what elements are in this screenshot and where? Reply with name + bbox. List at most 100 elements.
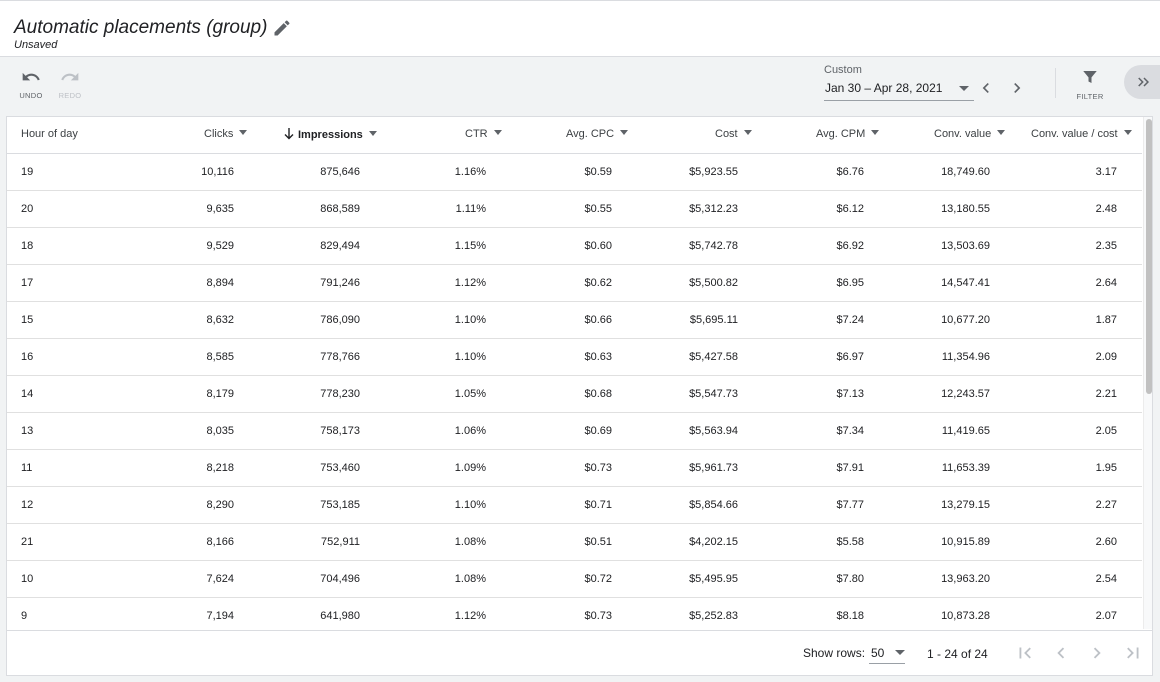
date-range-type: Custom [824, 64, 862, 76]
column-header-ctr[interactable]: CTR [465, 128, 502, 140]
date-range-select[interactable]: Jan 30 – Apr 28, 2021 [824, 79, 974, 101]
table-cell: 8,290 [206, 499, 234, 511]
table-cell: 13,180.55 [941, 203, 990, 215]
table-cell: $7.34 [836, 425, 864, 437]
vertical-scrollbar[interactable] [1143, 117, 1152, 629]
table-cell: 1.11% [455, 203, 486, 215]
table-cell: 8,632 [206, 314, 234, 326]
table-body: 19 10,116 875,646 1.16% $0.59 $5,923.55 $6.76 1… [7, 154, 1142, 635]
table-row[interactable]: 15 8,632 786,090 1.10% $0.66 $5,695.11 $7.24 10… [7, 302, 1142, 339]
table-cell: 778,766 [320, 351, 360, 363]
table-cell: 1.10% [454, 499, 486, 511]
table-cell: 778,230 [320, 388, 360, 400]
table-cell: 2.60 [1095, 536, 1117, 548]
column-header-avg-cpm[interactable]: Avg. CPM [816, 128, 880, 140]
table-cell: 2.05 [1095, 425, 1117, 437]
table-cell: $0.68 [584, 388, 612, 400]
table-cell: 2.54 [1095, 573, 1117, 585]
table-cell: $5,500.82 [689, 277, 738, 289]
table-row[interactable]: 16 8,585 778,766 1.10% $0.63 $5,427.58 $6.97 11… [7, 339, 1142, 376]
redo-button[interactable]: REDO [50, 70, 90, 100]
table-cell: $5,427.58 [689, 351, 738, 363]
undo-icon [22, 72, 40, 81]
column-header-cost[interactable]: Cost [715, 128, 752, 140]
table-cell: $0.60 [584, 240, 612, 252]
last-page-button[interactable] [1122, 642, 1144, 664]
table-row[interactable]: 17 8,894 791,246 1.12% $0.62 $5,500.82 $6.95 14… [7, 265, 1142, 302]
next-page-button[interactable] [1086, 642, 1108, 664]
table-cell: 11,419.65 [941, 425, 990, 437]
table-cell: $0.66 [584, 314, 612, 326]
table-row[interactable]: 18 9,529 829,494 1.15% $0.60 $5,742.78 $6.92 13… [7, 228, 1142, 265]
table-cell: 786,090 [320, 314, 360, 326]
double-chevron-right-icon [1138, 77, 1149, 87]
table-cell: $0.69 [584, 425, 612, 437]
table-row[interactable]: 20 9,635 868,589 1.11% $0.55 $5,312.23 $6.12 13… [7, 191, 1142, 228]
expand-panel-button[interactable] [1124, 65, 1160, 99]
table-row[interactable]: 13 8,035 758,173 1.06% $0.69 $5,563.94 $7.34 11… [7, 413, 1142, 450]
table-cell: 11,354.96 [941, 351, 990, 363]
sort-dropdown-icon [871, 130, 880, 135]
table-cell: $6.95 [836, 277, 864, 289]
scrollbar-thumb[interactable] [1146, 119, 1152, 394]
table-cell: 1.12% [454, 610, 486, 622]
table-row[interactable]: 19 10,116 875,646 1.16% $0.59 $5,923.55 $6.76 1… [7, 154, 1142, 191]
table-cell: $0.55 [584, 203, 612, 215]
table-cell: 2.48 [1095, 203, 1117, 215]
table-cell: $7.80 [836, 573, 864, 585]
table-cell: 2.64 [1095, 277, 1117, 289]
filter-label: FILTER [1076, 92, 1104, 101]
table-cell: 1.08% [454, 573, 486, 585]
next-period-button[interactable] [1007, 78, 1027, 98]
toolbar-divider [1055, 68, 1056, 98]
column-header-impressions[interactable]: Impressions [284, 128, 377, 143]
table-cell: 1.10% [454, 314, 486, 326]
table-cell: $0.62 [584, 277, 612, 289]
table-cell: 10 [21, 573, 34, 585]
sort-dropdown-icon [743, 130, 752, 135]
column-header-hour-of-day[interactable]: Hour of day [21, 128, 78, 140]
column-header-conv-value[interactable]: Conv. value [934, 128, 1006, 140]
table-cell: 9 [21, 610, 28, 622]
table-cell: 2.07 [1095, 610, 1117, 622]
filter-button[interactable]: FILTER [1072, 68, 1108, 101]
table-cell: $0.63 [584, 351, 612, 363]
table-cell: $6.92 [836, 240, 864, 252]
table-cell: 829,494 [320, 240, 360, 252]
table-row[interactable]: 14 8,179 778,230 1.05% $0.68 $5,547.73 $7.13 12… [7, 376, 1142, 413]
table-cell: 868,589 [320, 203, 360, 215]
table-cell: 3.17 [1095, 166, 1117, 178]
table-cell: $5,312.23 [689, 203, 738, 215]
table-cell: 10,116 [201, 166, 234, 178]
table-cell: 13,503.69 [941, 240, 990, 252]
table-cell: 8,218 [206, 462, 234, 474]
table-row[interactable]: 12 8,290 753,185 1.10% $0.71 $5,854.66 $7.77 13… [7, 487, 1142, 524]
table-cell: 8,035 [206, 425, 234, 437]
report-title: Automatic placements (group) [14, 17, 268, 38]
previous-page-button[interactable] [1050, 642, 1072, 664]
column-header-avg-cpc[interactable]: Avg. CPC [566, 128, 629, 140]
table-header: Hour of day Clicks Impressions CTR Avg. … [7, 117, 1142, 154]
table-row[interactable]: 21 8,166 752,911 1.08% $0.51 $4,202.15 $5.58 10… [7, 524, 1142, 561]
table-cell: $4,202.15 [689, 536, 738, 548]
table-cell: $5,854.66 [689, 499, 738, 511]
column-header-clicks[interactable]: Clicks [204, 128, 248, 140]
first-page-button[interactable] [1014, 642, 1036, 664]
redo-icon [61, 72, 79, 81]
table-cell: 752,911 [321, 536, 360, 548]
previous-period-button[interactable] [976, 78, 996, 98]
table-row[interactable]: 11 8,218 753,460 1.09% $0.73 $5,961.73 $7.91 11… [7, 450, 1142, 487]
rows-per-page-select[interactable]: 50 [869, 640, 905, 664]
table-cell: 14 [21, 388, 34, 400]
table-cell: $5,495.95 [689, 573, 738, 585]
table-row[interactable]: 10 7,624 704,496 1.08% $0.72 $5,495.95 $7.80 13… [7, 561, 1142, 598]
table-cell: 1.95 [1095, 462, 1117, 474]
column-header-conv-value-cost[interactable]: Conv. value / cost [1031, 128, 1132, 140]
sort-dropdown-icon [620, 130, 629, 135]
table-cell: 2.35 [1095, 240, 1117, 252]
table-cell: 21 [21, 536, 34, 548]
table-cell: $7.77 [836, 499, 864, 511]
table-cell: $7.13 [836, 388, 864, 400]
pencil-icon[interactable] [272, 18, 292, 38]
undo-button[interactable]: UNDO [11, 70, 51, 100]
